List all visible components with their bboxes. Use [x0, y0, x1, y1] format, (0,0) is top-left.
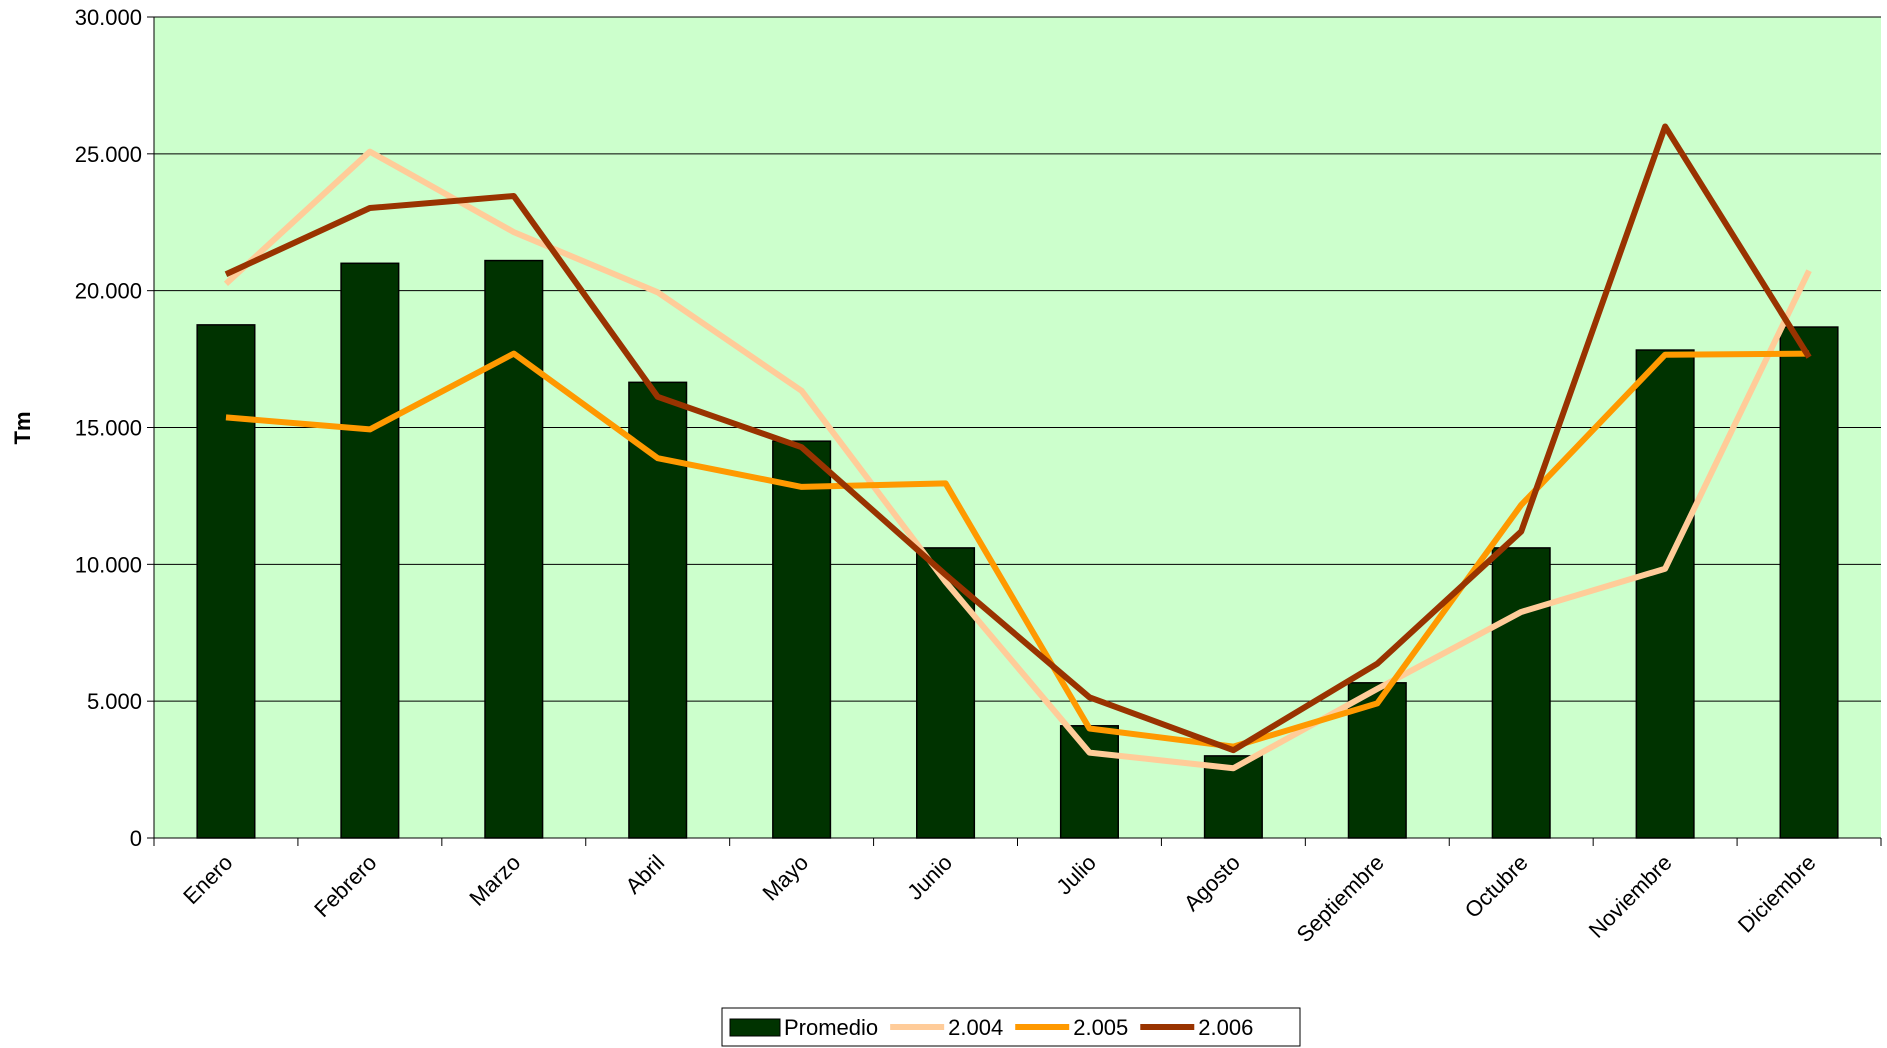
bar: [196, 324, 256, 839]
bar: [772, 440, 832, 839]
bar: [340, 262, 400, 839]
bar: [1491, 547, 1551, 839]
legend-label: 2.006: [1198, 1015, 1253, 1040]
x-tick-label: Abril: [620, 850, 669, 899]
line-series: [223, 148, 1812, 772]
y-tick-label: 15.000: [75, 416, 142, 441]
y-axis-label: Tm: [10, 412, 35, 445]
x-tick-label: Junio: [902, 850, 957, 905]
x-tick-label: Mayo: [757, 850, 813, 906]
x-tick-label: Diciembre: [1733, 850, 1821, 938]
y-tick-label: 20.000: [75, 279, 142, 304]
line-series: [224, 123, 1812, 754]
x-tick-label: Noviembre: [1584, 850, 1677, 943]
bar: [916, 547, 976, 839]
legend-box: [721, 1007, 1301, 1047]
x-tick-label: Enero: [178, 850, 237, 909]
x-tick-label: Agosto: [1179, 850, 1245, 916]
bar: [1779, 326, 1839, 839]
y-tick-label: 25.000: [75, 142, 142, 167]
legend-label: 2.005: [1073, 1015, 1128, 1040]
bar: [1635, 349, 1695, 839]
y-tick-label: 5.000: [87, 689, 142, 714]
legend: Promedio 2.004 2.005 2.006: [721, 1007, 1301, 1047]
y-tick-label: 0: [130, 826, 142, 851]
x-tick-label: Marzo: [464, 850, 525, 911]
line-series: [225, 350, 1810, 750]
x-tick-label: Octubre: [1460, 850, 1533, 923]
y-tick-label: 30.000: [75, 5, 142, 30]
bar: [484, 259, 544, 839]
legend-swatch: [729, 1018, 781, 1037]
bar: [1059, 725, 1119, 839]
y-tick-label: 10.000: [75, 552, 142, 577]
x-tick-label: Septiembre: [1292, 850, 1389, 947]
x-tick-label: Julio: [1051, 850, 1101, 900]
legend-label: Promedio: [784, 1015, 878, 1040]
bar: [628, 381, 688, 839]
x-tick-label: Febrero: [309, 850, 381, 922]
legend-label: 2.004: [948, 1015, 1003, 1040]
